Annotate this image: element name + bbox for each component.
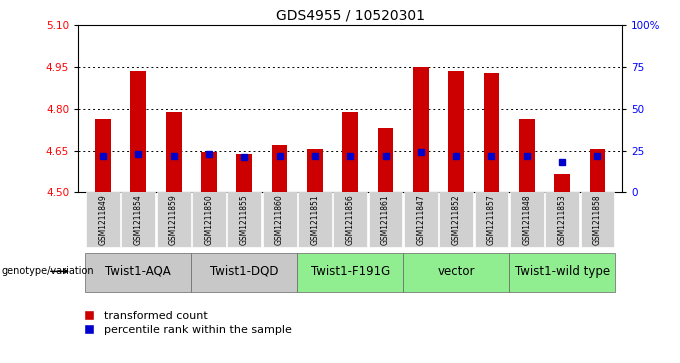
Bar [342, 112, 358, 192]
Bar [448, 72, 464, 192]
FancyBboxPatch shape [121, 192, 155, 247]
Bar [590, 149, 605, 192]
Title: GDS4955 / 10520301: GDS4955 / 10520301 [275, 9, 425, 23]
Text: genotype/variation: genotype/variation [1, 266, 95, 276]
Text: GSM1211852: GSM1211852 [452, 194, 460, 245]
Bar [413, 66, 429, 192]
FancyBboxPatch shape [227, 192, 261, 247]
FancyBboxPatch shape [475, 192, 509, 247]
FancyBboxPatch shape [510, 192, 544, 247]
Text: GSM1211859: GSM1211859 [169, 194, 178, 245]
Bar [519, 119, 534, 192]
Text: vector: vector [437, 265, 475, 278]
Text: GSM1211861: GSM1211861 [381, 194, 390, 245]
Bar [201, 152, 217, 192]
FancyBboxPatch shape [404, 192, 438, 247]
Bar [483, 73, 499, 192]
Legend: transformed count, percentile rank within the sample: transformed count, percentile rank withi… [84, 310, 292, 335]
FancyBboxPatch shape [581, 192, 615, 247]
Text: GSM1211847: GSM1211847 [416, 194, 426, 245]
Text: GSM1211850: GSM1211850 [205, 194, 214, 245]
Text: GSM1211848: GSM1211848 [522, 194, 531, 245]
Bar [166, 112, 182, 192]
Text: GSM1211854: GSM1211854 [134, 194, 143, 245]
Bar [271, 145, 288, 192]
Bar [554, 174, 570, 192]
FancyBboxPatch shape [333, 192, 367, 247]
FancyBboxPatch shape [297, 253, 403, 292]
Text: GSM1211857: GSM1211857 [487, 194, 496, 245]
FancyBboxPatch shape [156, 192, 190, 247]
Bar [307, 149, 323, 192]
FancyBboxPatch shape [262, 192, 296, 247]
Text: GSM1211851: GSM1211851 [310, 194, 320, 245]
FancyBboxPatch shape [369, 192, 403, 247]
FancyBboxPatch shape [191, 253, 297, 292]
FancyBboxPatch shape [298, 192, 332, 247]
Text: GSM1211858: GSM1211858 [593, 194, 602, 245]
Text: Twist1-F191G: Twist1-F191G [311, 265, 390, 278]
Text: Twist1-AQA: Twist1-AQA [105, 265, 171, 278]
Text: GSM1211860: GSM1211860 [275, 194, 284, 245]
Bar [236, 154, 252, 192]
Bar [131, 72, 146, 192]
Text: Twist1-wild type: Twist1-wild type [515, 265, 610, 278]
FancyBboxPatch shape [403, 253, 509, 292]
Text: GSM1211849: GSM1211849 [99, 194, 107, 245]
FancyBboxPatch shape [509, 253, 615, 292]
FancyBboxPatch shape [86, 192, 120, 247]
FancyBboxPatch shape [439, 192, 473, 247]
Text: GSM1211856: GSM1211856 [345, 194, 355, 245]
Bar [95, 119, 111, 192]
Text: GSM1211853: GSM1211853 [558, 194, 566, 245]
FancyBboxPatch shape [192, 192, 226, 247]
FancyBboxPatch shape [85, 253, 191, 292]
FancyBboxPatch shape [545, 192, 579, 247]
Bar [377, 127, 394, 192]
Text: GSM1211855: GSM1211855 [240, 194, 249, 245]
Text: Twist1-DQD: Twist1-DQD [210, 265, 279, 278]
